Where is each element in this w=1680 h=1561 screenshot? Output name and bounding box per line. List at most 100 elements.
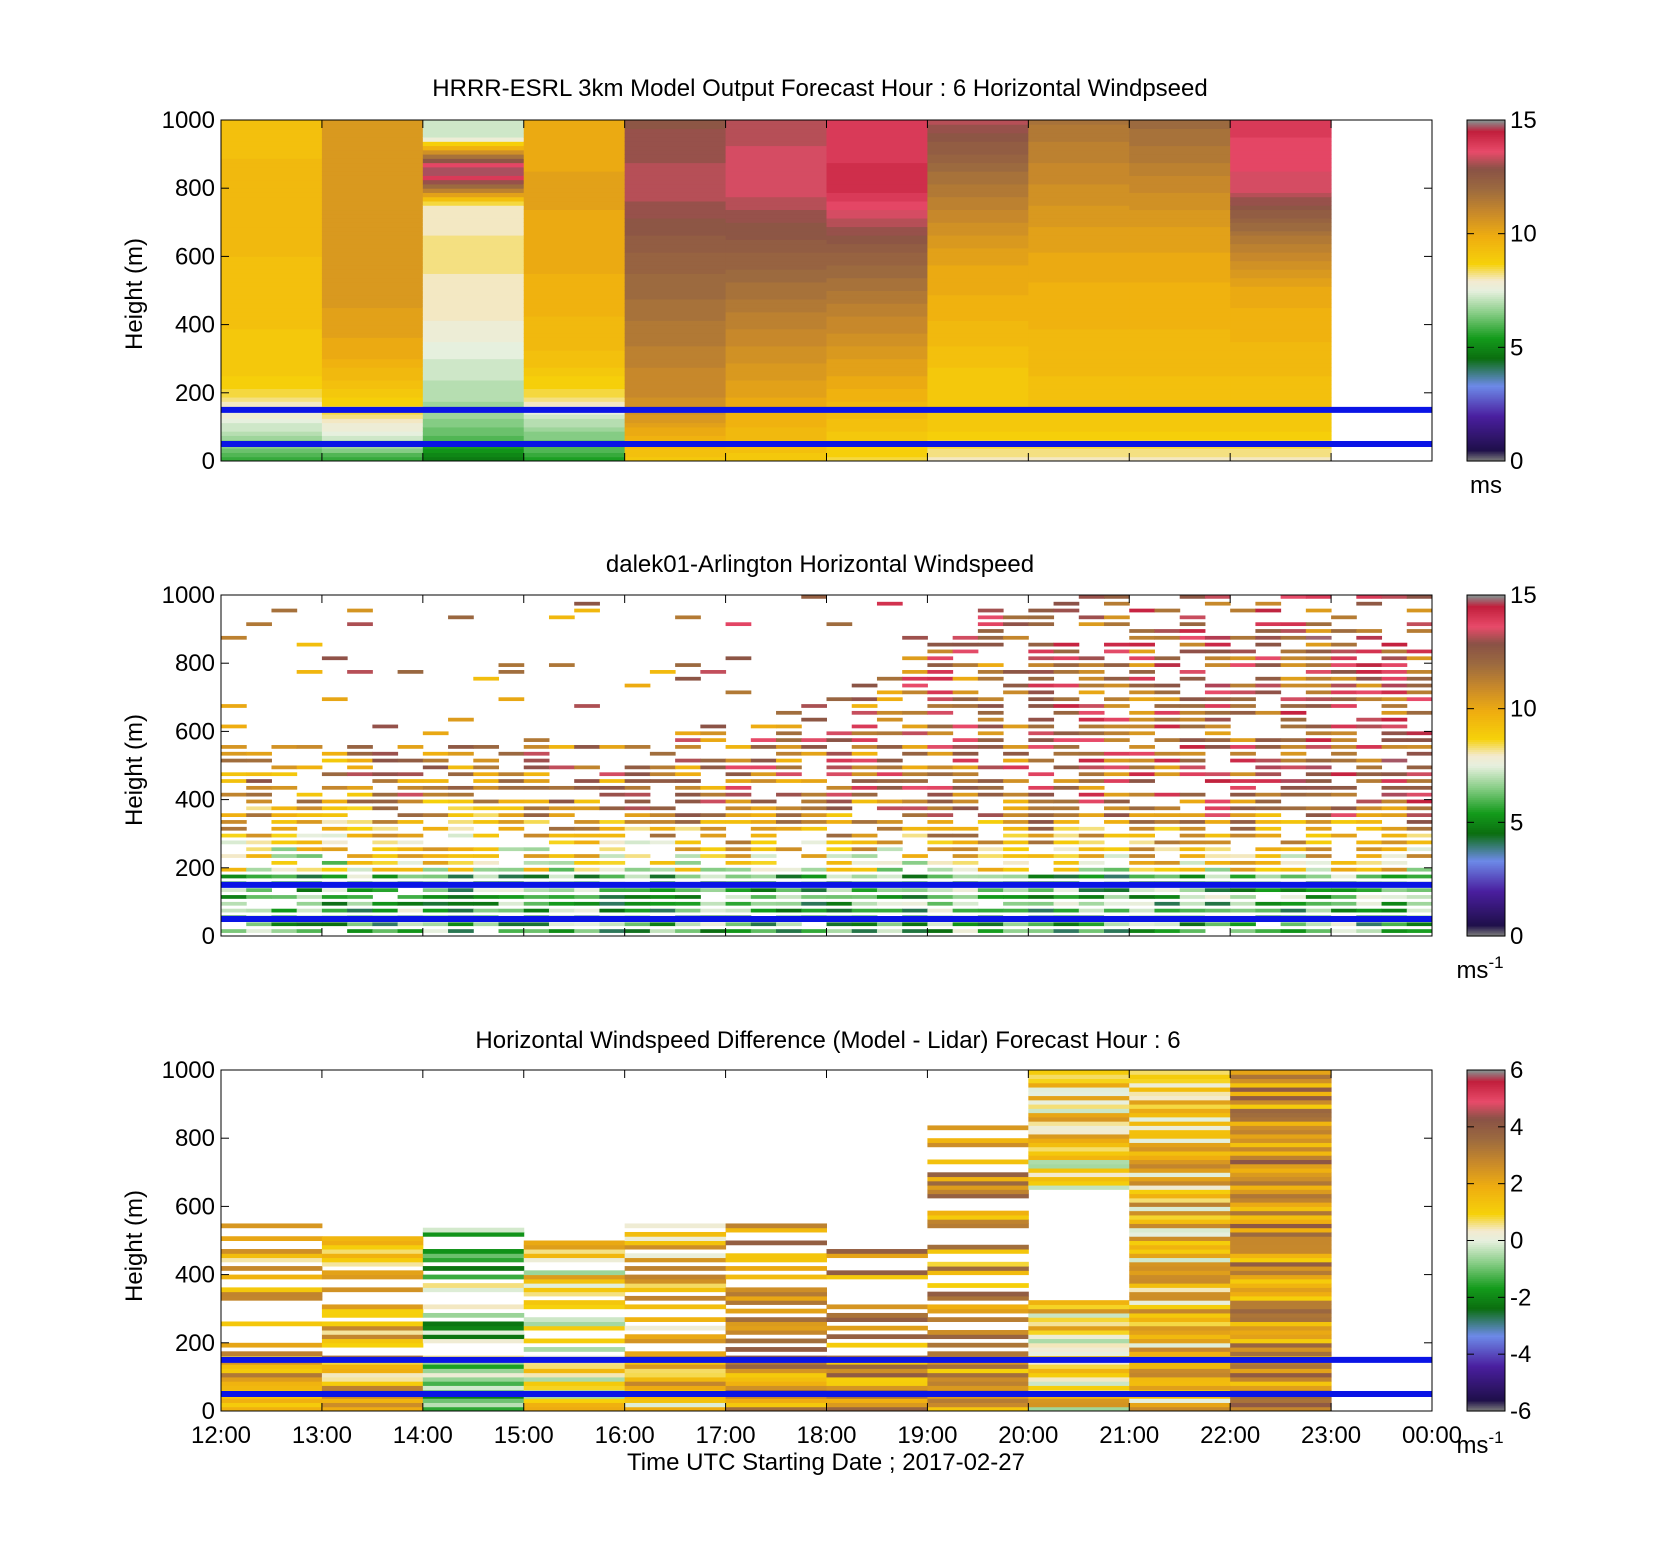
heatmap-cell — [498, 847, 525, 852]
heatmap-cell — [700, 724, 727, 729]
heatmap-cell — [599, 840, 626, 845]
heatmap-cell — [448, 854, 474, 858]
heatmap-cell — [1028, 1104, 1130, 1109]
heatmap-cell — [321, 307, 424, 313]
heatmap-cell — [1230, 833, 1256, 838]
heatmap-cell — [725, 1274, 827, 1280]
heatmap-cell — [347, 806, 373, 811]
heatmap-cell — [624, 1376, 727, 1382]
colorbar-swatch — [1467, 827, 1505, 831]
colorbar-swatch — [1467, 1194, 1505, 1197]
heatmap-cell — [1305, 785, 1332, 790]
colorbar-swatch — [1467, 687, 1505, 690]
heatmap-cell — [876, 806, 903, 811]
heatmap-cell — [725, 772, 752, 777]
heatmap-cell — [1129, 230, 1231, 236]
heatmap-cell — [321, 337, 424, 343]
colorbar-unit: ms — [1470, 472, 1502, 499]
heatmap-cell — [1255, 901, 1282, 906]
heatmap-cell — [321, 252, 424, 257]
heatmap-cell — [826, 307, 928, 313]
heatmap-cell — [523, 303, 626, 309]
colorbar-swatch — [1467, 436, 1505, 440]
colorbar-swatch — [1467, 1286, 1505, 1290]
heatmap-cell — [1028, 273, 1130, 279]
heatmap-cell — [473, 820, 500, 824]
heatmap-cell — [221, 1287, 323, 1293]
colorbar-swatch — [1467, 218, 1505, 221]
heatmap-cell — [1028, 813, 1055, 817]
heatmap-cell — [1255, 867, 1282, 872]
heatmap-cell — [422, 1253, 525, 1259]
heatmap-cell — [523, 205, 626, 211]
colorbar-frame — [1466, 594, 1506, 937]
heatmap-cell — [700, 874, 727, 879]
heatmap-cell — [1003, 745, 1029, 749]
heatmap-cell — [548, 854, 575, 858]
heatmap-cell — [321, 367, 424, 372]
heatmap-cell — [801, 888, 827, 893]
heatmap-cell — [523, 806, 550, 811]
colorbar-swatch — [1467, 1312, 1505, 1316]
heatmap-cell — [1129, 1325, 1231, 1331]
heatmap-cell — [826, 341, 928, 347]
colorbar-swatch — [1467, 1162, 1505, 1165]
heatmap-cell — [851, 833, 878, 838]
heatmap-cell — [624, 281, 727, 287]
heatmap-cell — [624, 1266, 727, 1271]
colorbar-swatch — [1467, 1202, 1505, 1205]
heatmap-cell — [1305, 635, 1332, 640]
colorbar-swatch — [1467, 1280, 1505, 1284]
heatmap-cell — [1255, 683, 1282, 688]
heatmap-cell — [1104, 649, 1130, 654]
heatmap-cell — [422, 281, 525, 287]
heatmap-cell — [1129, 683, 1155, 688]
y-tick-label: 1000 — [162, 107, 215, 134]
heatmap-cell — [826, 456, 928, 462]
heatmap-cell — [750, 854, 777, 858]
heatmap-cell — [1179, 799, 1206, 804]
heatmap-cell — [473, 785, 500, 790]
heatmap-cell — [523, 281, 626, 287]
heatmap-cell — [902, 929, 928, 933]
heatmap-cell — [624, 371, 727, 377]
heatmap-cell — [927, 745, 954, 749]
colorbar-swatch — [1467, 444, 1505, 448]
heatmap-cell — [448, 888, 474, 893]
heatmap-cell — [826, 260, 928, 266]
heatmap-cell — [1129, 724, 1155, 729]
heatmap-cell — [1230, 635, 1256, 640]
heatmap-cell — [271, 806, 298, 811]
heatmap-cell — [523, 738, 550, 742]
heatmap-cell — [826, 324, 928, 330]
heatmap-cell — [1003, 758, 1029, 763]
heatmap-cell — [523, 1283, 626, 1288]
colorbar-swatch — [1467, 306, 1505, 310]
heatmap-cell — [1104, 820, 1130, 824]
heatmap-cell — [548, 663, 575, 667]
heatmap-cell — [1230, 779, 1256, 783]
heatmap-cell — [826, 239, 928, 245]
colorbar-swatch — [1467, 386, 1505, 390]
colorbar-swatch — [1467, 1158, 1505, 1161]
heatmap-cell — [1129, 1291, 1231, 1297]
heatmap-cell — [523, 1253, 626, 1259]
heatmap-cell — [221, 901, 247, 906]
heatmap-cell — [1230, 120, 1332, 125]
heatmap-cell — [826, 303, 928, 309]
heatmap-cell — [1230, 608, 1256, 613]
heatmap-cell — [1280, 717, 1307, 722]
heatmap-cell — [1028, 1180, 1130, 1186]
heatmap-cell — [246, 779, 272, 783]
colorbar-unit: ms-1 — [1456, 953, 1503, 984]
heatmap-cell — [548, 785, 575, 790]
heatmap-cell — [826, 874, 853, 879]
heatmap-cell — [1104, 697, 1130, 702]
heatmap-cell — [624, 392, 727, 398]
heatmap-cell — [902, 751, 928, 756]
heatmap-cell — [221, 380, 323, 385]
heatmap-cell — [221, 354, 323, 360]
heatmap-cell — [1230, 785, 1256, 790]
heatmap-cell — [1028, 337, 1130, 343]
heatmap-cell — [826, 758, 853, 763]
